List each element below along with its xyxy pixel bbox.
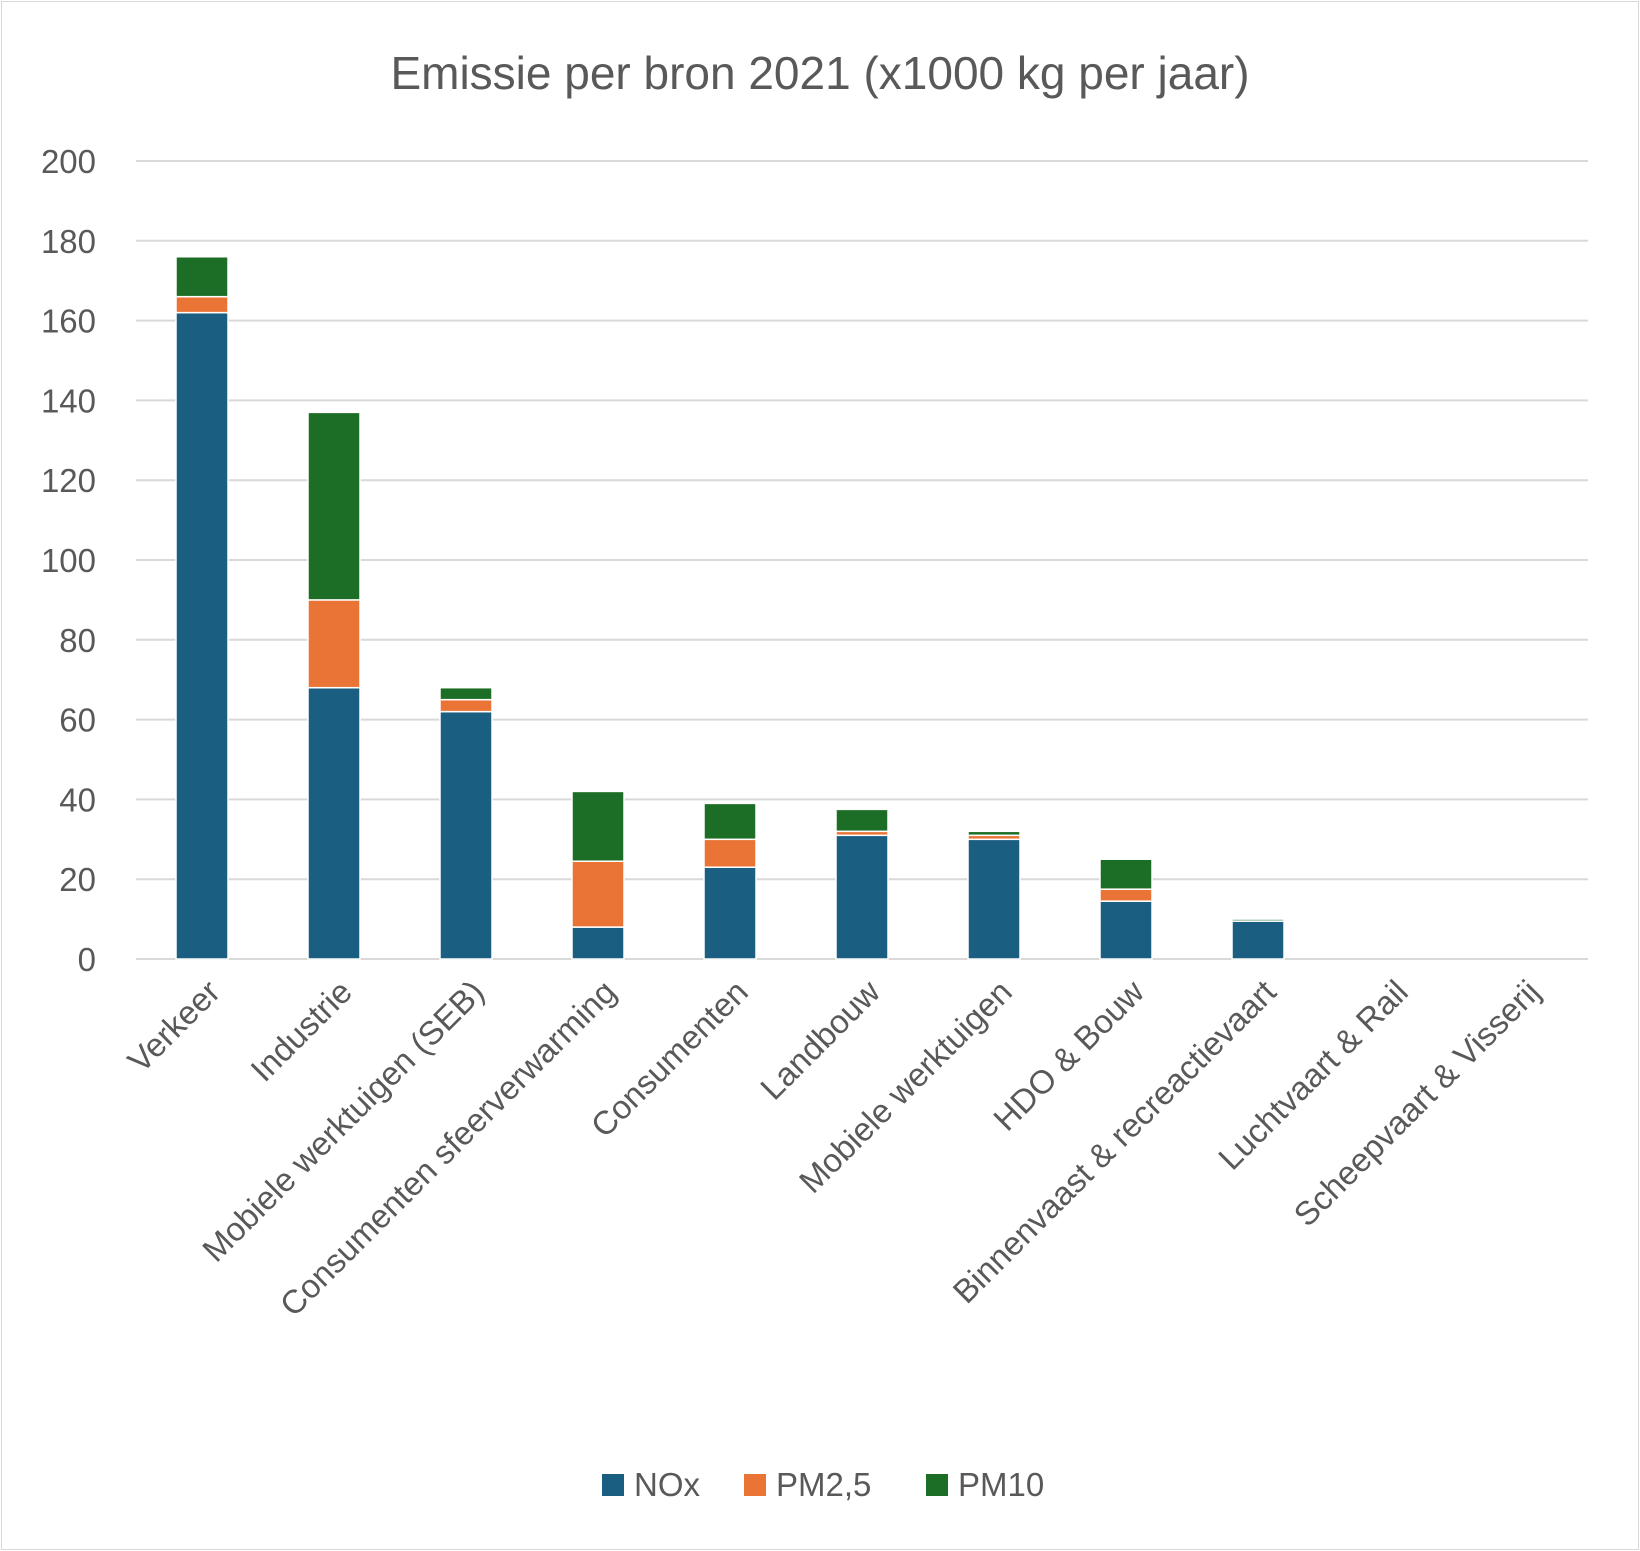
x-category-label: Landbouw <box>753 973 887 1107</box>
legend-label: NOx <box>634 1466 701 1503</box>
bar-segment-pm10 <box>704 803 756 839</box>
bar-segment-pm2-5 <box>1100 889 1152 901</box>
y-tick-label: 180 <box>41 223 96 260</box>
bar-segment-pm2-5 <box>440 700 492 712</box>
legend-swatch <box>744 1474 766 1496</box>
bar-segment-pm2-5 <box>572 861 624 927</box>
bar-segment-nox <box>836 835 888 959</box>
bar-segment-pm2-5 <box>308 600 360 688</box>
y-tick-label: 80 <box>59 622 96 659</box>
x-category-label: Verkeer <box>120 973 227 1080</box>
bar-segment-pm10 <box>308 412 360 600</box>
y-tick-label: 120 <box>41 462 96 499</box>
bar-segment-nox <box>968 839 1020 959</box>
bar-segment-nox <box>1100 901 1152 959</box>
bar-segment-nox <box>572 927 624 959</box>
chart-title: Emissie per bron 2021 (x1000 kg per jaar… <box>390 47 1249 99</box>
bar-segment-pm10 <box>836 809 888 831</box>
legend-swatch <box>926 1474 948 1496</box>
bar-segment-nox <box>308 688 360 959</box>
legend: NOx PM2,5 PM10 <box>602 1466 1044 1503</box>
bar-segment-pm10 <box>572 791 624 861</box>
bar-segment-nox <box>704 867 756 959</box>
bars <box>176 257 1284 959</box>
bar-segment-nox <box>176 313 228 959</box>
x-category-label: Scheepvaart & Visserij <box>1286 973 1546 1233</box>
y-tick-label: 160 <box>41 303 96 340</box>
bar-segment-pm2-5 <box>176 297 228 313</box>
bar-segment-pm10 <box>1100 859 1152 889</box>
bar-segment-pm10 <box>968 831 1020 835</box>
x-axis-category-labels: VerkeerIndustrieMobiele werktuigen (SEB)… <box>120 973 1547 1324</box>
y-tick-label: 20 <box>59 861 96 898</box>
bar-segment-pm2-5 <box>704 839 756 867</box>
x-category-label: Industrie <box>243 973 359 1089</box>
x-category-label: Mobiele werktuigen (SEB) <box>195 973 491 1269</box>
bar-segment-pm10 <box>1232 919 1284 921</box>
y-tick-label: 0 <box>78 941 96 978</box>
y-tick-label: 100 <box>41 542 96 579</box>
legend-label: PM2,5 <box>776 1466 871 1503</box>
bar-segment-pm10 <box>440 688 492 700</box>
y-tick-label: 140 <box>41 382 96 419</box>
y-tick-label: 200 <box>41 143 96 180</box>
bar-segment-pm10 <box>176 257 228 297</box>
bar-segment-nox <box>440 712 492 959</box>
y-tick-label: 40 <box>59 781 96 818</box>
y-tick-label: 60 <box>59 702 96 739</box>
y-axis-tick-labels: 0 20 40 60 80 100 120 140 160 180 200 <box>41 143 96 978</box>
legend-label: PM10 <box>958 1466 1044 1503</box>
bar-segment-nox <box>1232 921 1284 959</box>
legend-swatch <box>602 1474 624 1496</box>
